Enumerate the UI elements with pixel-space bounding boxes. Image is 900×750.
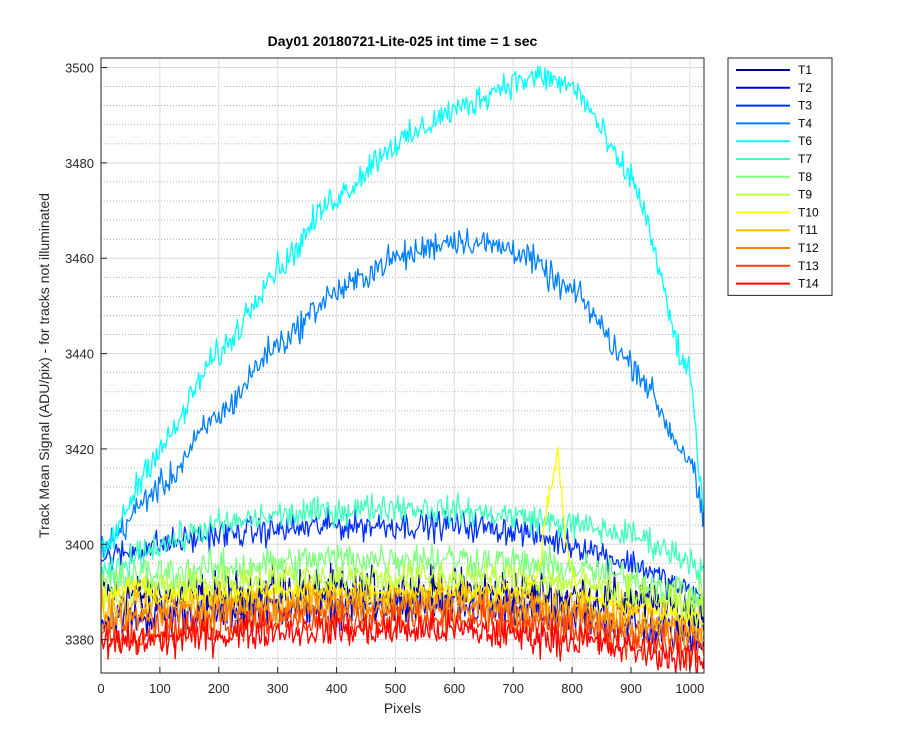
series-line-T6 — [101, 65, 704, 559]
x-tick-label: 900 — [620, 681, 642, 696]
y-axis-label: Track Mean Signal (ADU/pix) - for tracks… — [36, 193, 52, 538]
y-tick-label: 3480 — [65, 156, 94, 171]
y-tick-label: 3380 — [65, 633, 94, 648]
x-tick-label: 200 — [208, 681, 230, 696]
series-line-T8 — [101, 543, 704, 611]
y-tick-label: 3500 — [65, 61, 94, 76]
legend-label-T10: T10 — [798, 205, 819, 219]
plot-frame — [100, 57, 705, 674]
legend-label-T4: T4 — [798, 116, 812, 130]
series-line-T7 — [101, 492, 704, 585]
y-tick-label: 3420 — [65, 442, 94, 457]
series-line-T10 — [101, 446, 704, 625]
series-line-T14 — [101, 608, 704, 673]
series-line-T11 — [101, 577, 704, 646]
series-lines — [101, 65, 704, 673]
x-tick-label: 100 — [149, 681, 171, 696]
legend-label-T7: T7 — [798, 152, 812, 166]
x-tick-label: 800 — [561, 681, 583, 696]
y-tick-label: 3460 — [65, 251, 94, 266]
series-line-T3 — [101, 506, 704, 611]
legend-label-T2: T2 — [798, 81, 812, 95]
legend: T1 T2 T3 T4 T6 T7 T8 T9 T10 T11 T12 T13 T14 — [727, 57, 833, 296]
x-tick-label: 1000 — [675, 681, 704, 696]
chart-title: Day01 20180721-Lite-025 int time = 1 sec — [268, 33, 538, 49]
legend-label-T1: T1 — [798, 63, 812, 77]
y-tick-label: 3400 — [65, 537, 94, 552]
legend-label-T11: T11 — [798, 223, 818, 237]
legend-label-T8: T8 — [798, 170, 812, 184]
x-tick-label: 300 — [267, 681, 289, 696]
x-tick-label: 400 — [326, 681, 348, 696]
series-line-T4 — [101, 227, 704, 558]
y-tick-label: 3440 — [65, 347, 94, 362]
legend-label-T13: T13 — [798, 259, 819, 273]
series-line-T13 — [101, 599, 704, 671]
legend-label-T3: T3 — [798, 99, 812, 113]
legend-label-T9: T9 — [798, 188, 812, 202]
x-axis-ticks: 0 100 200 300 400 500 600 700 800 900 1000 — [97, 667, 704, 696]
x-axis-label: Pixels — [384, 700, 421, 716]
x-tick-label: 0 — [97, 681, 104, 696]
y-axis-ticks: 3380 3400 3420 3440 3460 3480 3500 — [65, 61, 107, 648]
x-tick-label: 700 — [502, 681, 524, 696]
legend-label-T14: T14 — [798, 277, 819, 291]
grid — [100, 58, 704, 673]
series-line-T9 — [101, 558, 704, 629]
x-tick-label: 600 — [443, 681, 465, 696]
legend-label-T12: T12 — [798, 241, 819, 255]
legend-label-T6: T6 — [798, 134, 812, 148]
x-tick-label: 500 — [385, 681, 407, 696]
